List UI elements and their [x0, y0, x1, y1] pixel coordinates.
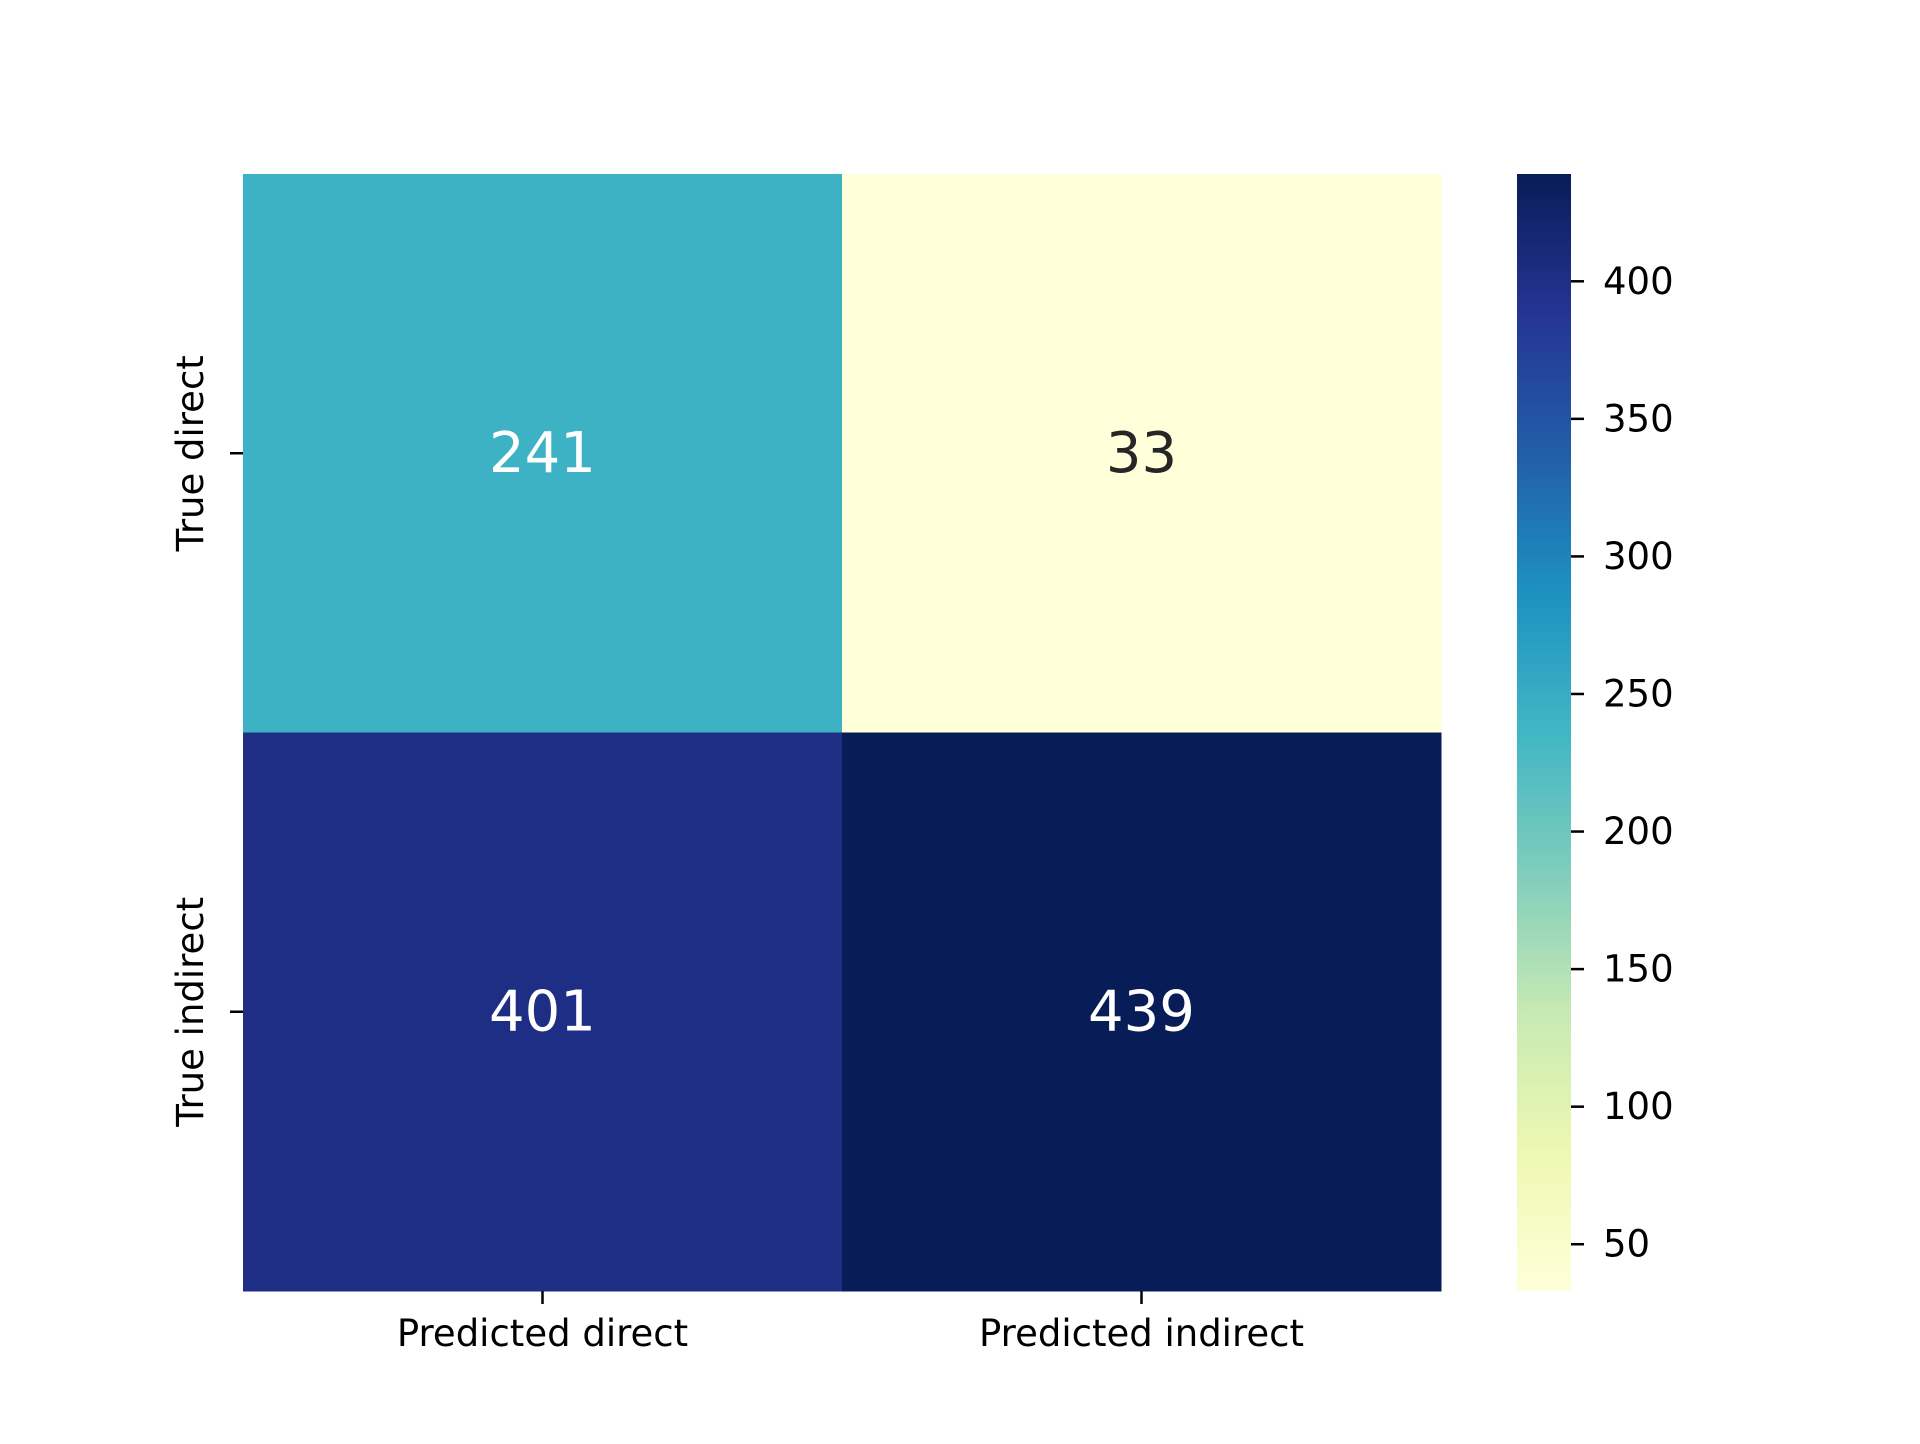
y-tick-label: True indirect	[169, 897, 212, 1128]
cell-value-label: 439	[1088, 979, 1195, 1044]
colorbar: 50 100 150 200 250 300 350 400	[1517, 174, 1674, 1291]
heatmap-cell	[842, 174, 1442, 733]
colorbar-tick-label: 50	[1603, 1223, 1650, 1266]
colorbar-tick-label: 200	[1603, 810, 1674, 853]
y-axis: True direct True indirect	[169, 355, 243, 1128]
cell-value-label: 401	[489, 979, 596, 1044]
colorbar-tick-label: 100	[1603, 1085, 1674, 1128]
x-tick-label: Predicted indirect	[979, 1312, 1304, 1355]
colorbar-tick-label: 300	[1603, 535, 1674, 578]
colorbar-tick-label: 400	[1603, 260, 1674, 303]
colorbar-tick-label: 350	[1603, 397, 1674, 440]
cell-value-label: 33	[1106, 421, 1177, 486]
colorbar-tick-label: 250	[1603, 672, 1674, 715]
cell-value-label: 241	[489, 421, 596, 486]
heatmap-cell	[243, 174, 843, 733]
y-tick-label: True direct	[169, 355, 212, 552]
heatmap-cells	[243, 174, 1442, 1292]
x-axis: Predicted direct Predicted indirect	[397, 1291, 1304, 1355]
heatmap-cell	[842, 732, 1442, 1292]
x-tick-label: Predicted direct	[397, 1312, 688, 1355]
colorbar-tick-label: 150	[1603, 948, 1674, 991]
cell-annotations: 241 33 401 439	[489, 421, 1195, 1045]
heatmap-cell	[243, 732, 843, 1292]
colorbar-gradient	[1517, 174, 1571, 1291]
